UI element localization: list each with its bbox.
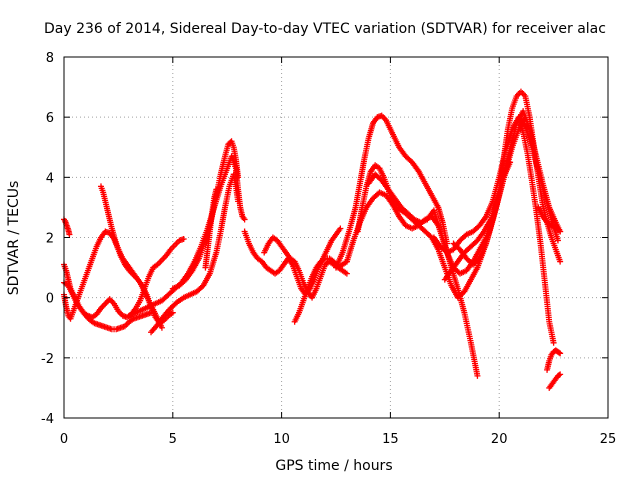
y-tick-label: 2 [46,232,54,247]
data-point [556,372,563,379]
chart-title: Day 236 of 2014, Sidereal Day-to-day VTE… [44,21,606,37]
series-track-20 [515,114,557,346]
data-point [66,231,73,238]
data-point [475,256,482,263]
data-point [557,350,564,357]
data-point [554,237,561,244]
series-track-13 [333,112,450,271]
series-track-9 [202,186,220,271]
y-tick-label: 6 [46,111,54,126]
data-point [241,216,248,223]
axis-ticks: 0 5 10 15 20 25 -4 -2 0 2 4 6 8 [41,51,616,447]
data-point [235,174,242,181]
series-track-3 [61,279,155,333]
y-tick-label: 4 [46,171,54,186]
data-point [169,309,176,316]
y-tick-label: -2 [41,352,54,367]
x-tick-label: 5 [169,432,177,447]
data-marks [61,88,564,391]
y-tick-label: 8 [46,51,54,66]
data-point [213,186,220,193]
x-tick-label: 10 [273,432,290,447]
data-point [337,225,344,232]
data-point [343,270,350,277]
x-tick-label: 25 [600,432,617,447]
data-point [180,236,187,243]
data-point [235,198,242,205]
series-track-7 [148,171,242,336]
data-point [474,372,481,379]
series-track-5 [97,183,176,327]
data-point [557,228,564,235]
data-point [557,258,564,265]
series-track-22 [546,371,564,391]
data-point [556,349,563,356]
x-tick-label: 0 [60,432,68,447]
series-track-19 [450,88,564,268]
y-tick-label: -4 [41,412,54,427]
x-tick-label: 20 [491,432,508,447]
y-tick-label: 0 [46,292,54,307]
data-point [550,339,557,346]
data-point [158,324,165,331]
series-track-21 [544,347,564,373]
y-axis-label: SDTVAR / TECUs [6,181,22,296]
series-track-23 [535,204,564,235]
x-tick-label: 15 [382,432,399,447]
series-track-1 [61,216,73,238]
data-point [557,371,564,378]
x-axis-label: GPS time / hours [275,458,392,474]
